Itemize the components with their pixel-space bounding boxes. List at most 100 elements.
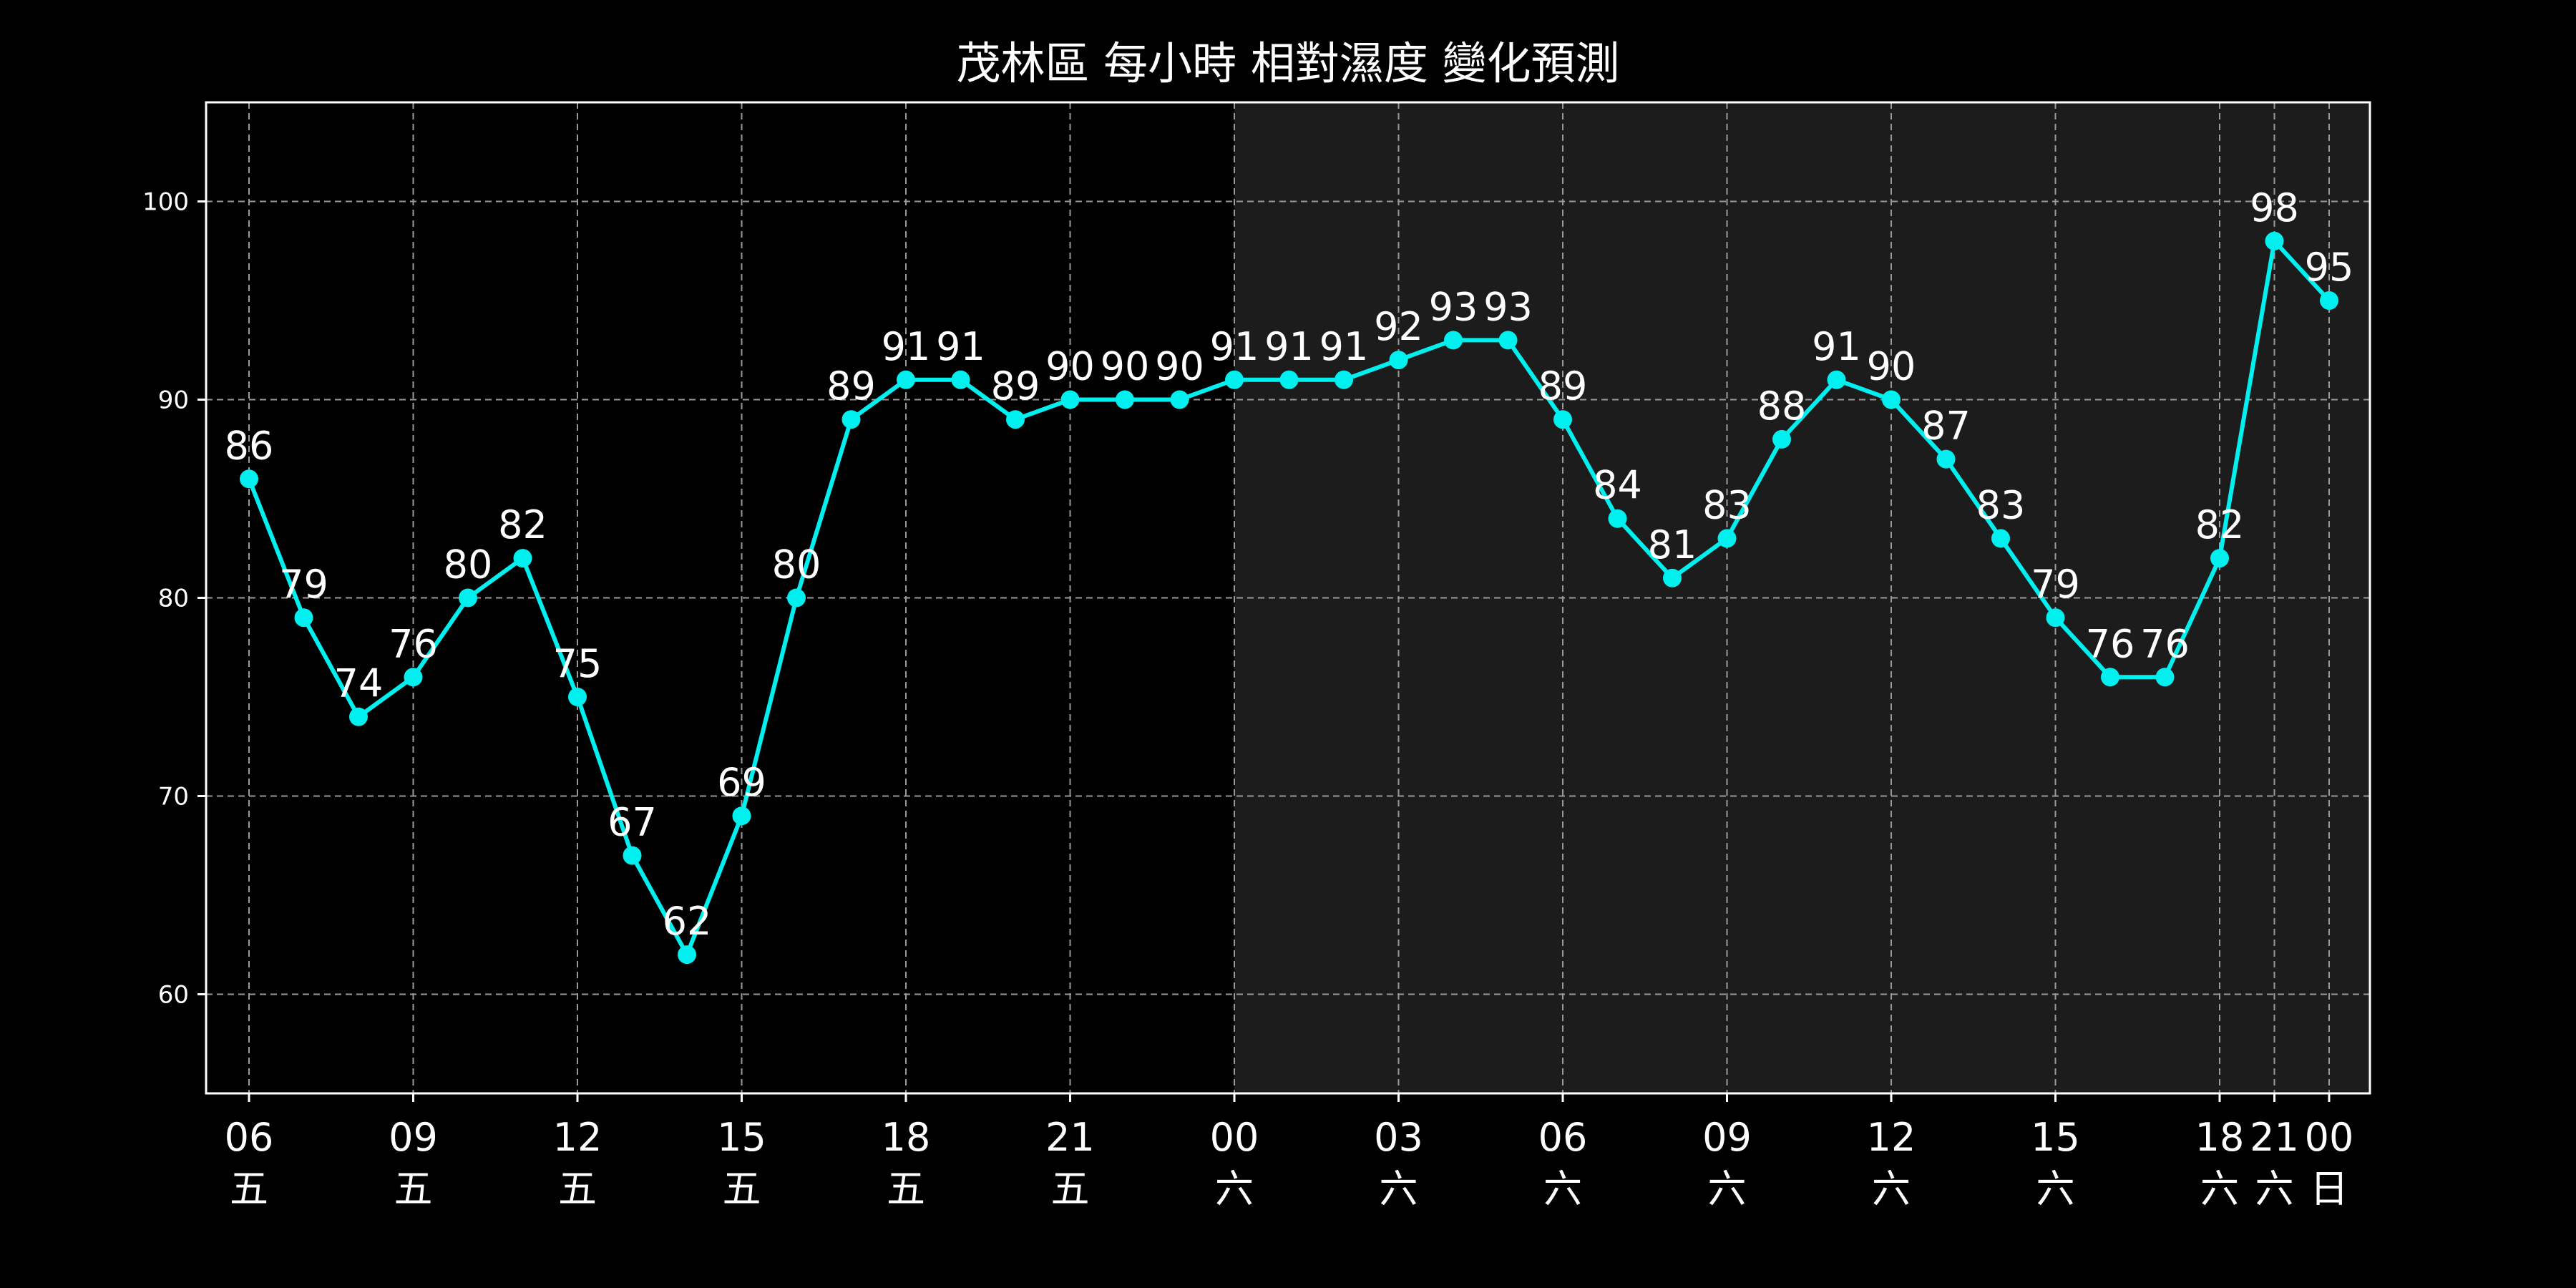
data-point	[2265, 231, 2284, 250]
data-point	[1991, 529, 2010, 548]
data-point	[1663, 568, 1682, 587]
y-tick-label: 100	[142, 188, 189, 217]
x-tick-hour-label: 00	[2305, 1115, 2354, 1160]
x-tick-day-label: 六	[2255, 1166, 2294, 1211]
y-tick-label: 60	[158, 981, 189, 1010]
x-tick-day-label: 五	[1051, 1166, 1090, 1211]
data-label: 76	[2086, 621, 2135, 666]
x-tick-hour-label: 21	[1045, 1115, 1095, 1160]
data-point	[2320, 291, 2338, 310]
x-tick-day-label: 六	[2036, 1166, 2075, 1211]
data-point	[404, 668, 423, 687]
data-point	[459, 588, 477, 608]
data-label: 98	[2250, 185, 2299, 230]
data-label: 80	[772, 542, 821, 587]
data-point	[1444, 331, 1463, 350]
data-point	[1498, 331, 1518, 350]
data-point	[1170, 390, 1189, 409]
data-point	[2210, 549, 2229, 568]
x-tick-hour-label: 06	[225, 1115, 274, 1160]
data-point	[1335, 370, 1353, 389]
x-tick-day-label: 六	[1543, 1166, 1582, 1211]
x-tick-hour-label: 03	[1374, 1115, 1423, 1160]
x-tick-hour-label: 09	[1702, 1115, 1752, 1160]
data-label: 86	[225, 423, 274, 468]
data-label: 95	[2305, 245, 2354, 290]
data-label: 75	[553, 641, 602, 686]
grid-lines	[206, 102, 2370, 1093]
data-point	[2046, 608, 2065, 628]
x-tick-hour-label: 09	[389, 1115, 438, 1160]
data-label: 92	[1374, 304, 1423, 349]
data-label: 93	[1483, 284, 1533, 329]
data-point	[2101, 668, 2119, 687]
data-point	[1279, 370, 1299, 389]
data-label: 89	[826, 364, 876, 409]
data-label: 91	[1812, 324, 1861, 369]
data-point	[787, 588, 806, 608]
data-label: 91	[1264, 324, 1314, 369]
data-label: 74	[334, 661, 384, 706]
x-tick-day-label: 六	[1380, 1166, 1418, 1211]
data-point	[1827, 370, 1846, 389]
data-label: 90	[1045, 344, 1095, 389]
x-tick-hour-label: 21	[2250, 1115, 2299, 1160]
data-label: 91	[936, 324, 985, 369]
x-tick-day-label: 五	[394, 1166, 433, 1211]
data-point	[1882, 390, 1901, 409]
x-tick-hour-label: 18	[882, 1115, 931, 1160]
axis-ticks: 6070809010006五09五12五15五18五21五00六03六06六09…	[142, 188, 2353, 1212]
data-label: 79	[279, 562, 328, 607]
data-label: 82	[2195, 502, 2245, 547]
x-tick-day-label: 五	[558, 1166, 597, 1211]
data-label: 62	[663, 899, 712, 944]
data-point	[240, 469, 258, 489]
humidity-series	[240, 231, 2338, 965]
data-label: 81	[1648, 522, 1697, 567]
data-label: 89	[991, 364, 1040, 409]
data-point	[349, 707, 368, 726]
data-point	[1553, 410, 1572, 429]
data-point	[1060, 390, 1080, 409]
data-point	[1389, 351, 1408, 370]
data-label: 91	[1319, 324, 1369, 369]
data-label: 90	[1155, 344, 1204, 389]
data-point	[294, 608, 313, 628]
data-label: 87	[1921, 404, 1971, 449]
data-label: 90	[1867, 344, 1916, 389]
data-point	[1936, 449, 1956, 469]
data-label: 80	[444, 542, 493, 587]
x-tick-hour-label: 18	[2195, 1115, 2245, 1160]
x-tick-day-label: 五	[230, 1166, 268, 1211]
data-point	[568, 688, 587, 706]
y-tick-label: 90	[158, 386, 189, 415]
x-tick-hour-label: 06	[1538, 1115, 1588, 1160]
x-tick-hour-label: 15	[717, 1115, 766, 1160]
data-point	[678, 945, 696, 965]
data-label: 84	[1593, 463, 1642, 508]
data-label: 67	[608, 800, 657, 845]
x-tick-day-label: 六	[1215, 1166, 1254, 1211]
data-label: 83	[1976, 482, 2026, 527]
y-tick-label: 80	[158, 585, 189, 613]
x-tick-hour-label: 00	[1210, 1115, 1259, 1160]
x-tick-day-label: 六	[2200, 1166, 2239, 1211]
data-label: 82	[498, 502, 547, 547]
data-point	[513, 549, 532, 568]
data-point	[1006, 410, 1025, 429]
data-label: 88	[1757, 384, 1807, 429]
data-point	[1772, 429, 1791, 449]
data-point	[623, 846, 642, 865]
x-tick-day-label: 六	[1872, 1166, 1911, 1211]
data-label: 79	[2031, 562, 2080, 607]
data-point	[841, 410, 861, 429]
data-label: 93	[1429, 284, 1478, 329]
data-label: 91	[882, 324, 931, 369]
data-point	[1116, 390, 1134, 409]
data-point	[2155, 668, 2175, 687]
x-tick-day-label: 五	[887, 1166, 925, 1211]
x-tick-day-label: 六	[1708, 1166, 1747, 1211]
data-point	[732, 806, 751, 826]
